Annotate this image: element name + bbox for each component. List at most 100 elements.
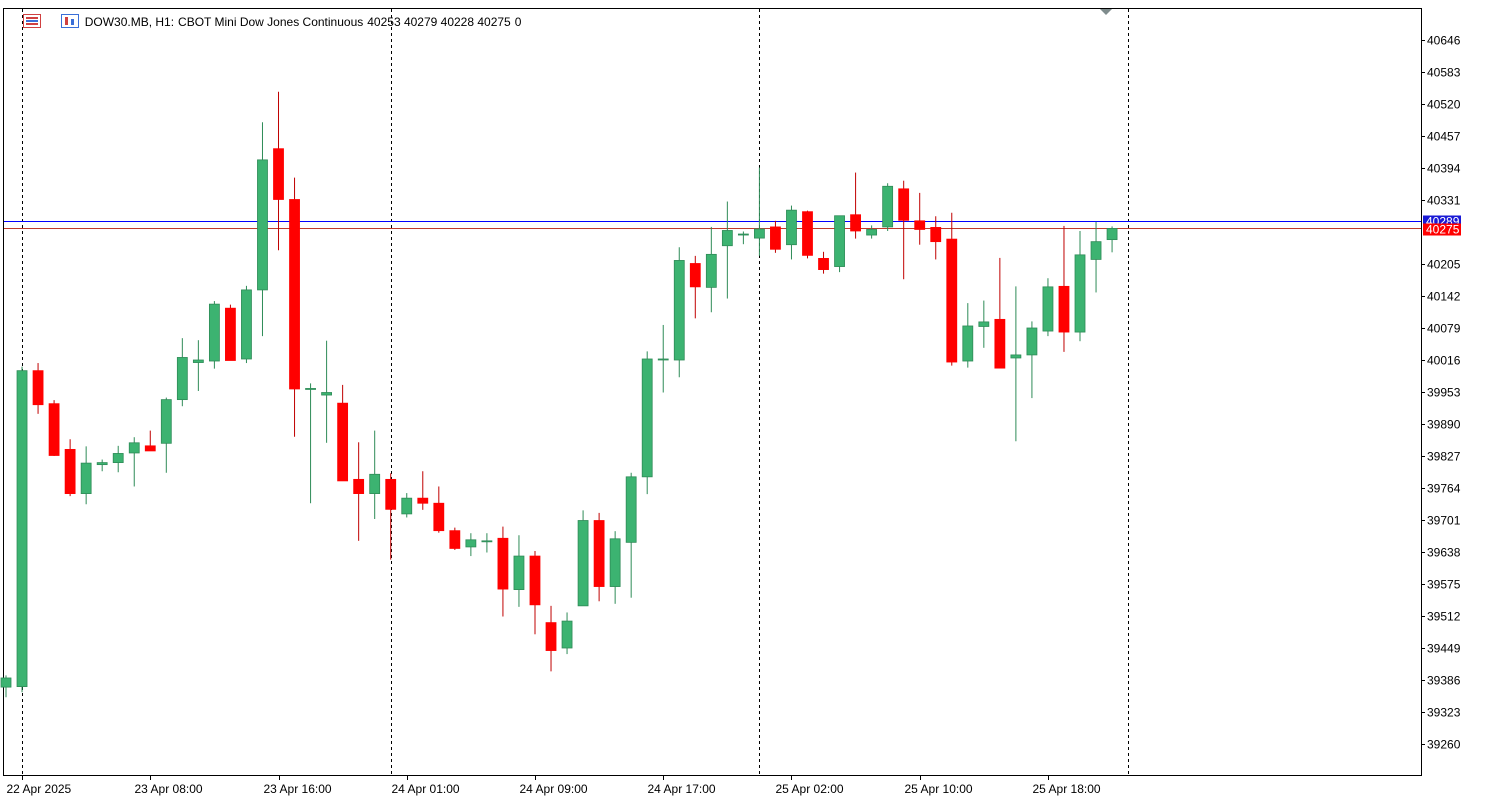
candle-body: [721, 230, 733, 247]
candle-body: [160, 399, 172, 444]
candle: [1026, 321, 1038, 399]
candle: [337, 384, 349, 482]
candle-body: [1106, 228, 1118, 241]
candle: [48, 400, 60, 456]
price-tick-label: 40205: [1427, 258, 1461, 272]
last-price-tag: [1423, 223, 1461, 236]
candle-body: [465, 539, 477, 548]
candle-body: [96, 462, 108, 466]
candle-body: [385, 478, 397, 510]
plot-area: [3, 8, 1422, 776]
candle-body: [834, 215, 845, 267]
candle: [289, 177, 300, 437]
candle-body: [128, 442, 140, 454]
chart-icon[interactable]: [47, 0, 79, 45]
price-tick-label: 40583: [1427, 66, 1461, 80]
price-tick-label: 39701: [1427, 514, 1461, 528]
price-tick-label: 39449: [1427, 642, 1461, 656]
candle-body: [144, 445, 156, 452]
candle: [433, 486, 445, 533]
candle: [545, 605, 557, 672]
candle-body: [16, 370, 28, 688]
price-axis: 40646 40583 40520 40457 40394 40331 40205 40142…: [1421, 34, 1461, 752]
candle: [401, 493, 413, 518]
candle-body: [609, 538, 621, 587]
time-tick-label: 25 Apr 02:00: [776, 782, 844, 796]
candle: [850, 172, 861, 239]
price-tick-label: 39386: [1427, 674, 1461, 688]
candle-body: [930, 227, 942, 243]
candle: [994, 257, 1006, 369]
candle: [1090, 221, 1102, 293]
candle-body: [1058, 285, 1070, 333]
candle: [273, 91, 284, 251]
candle: [96, 459, 108, 472]
candle-body: [48, 403, 60, 456]
candle-body: [850, 214, 861, 232]
candle: [64, 439, 76, 497]
candle-body: [273, 148, 284, 200]
candle: [705, 226, 717, 313]
candle: [818, 251, 829, 274]
candle: [882, 183, 894, 231]
candle: [80, 446, 92, 505]
candle-body: [481, 540, 493, 543]
candle: [786, 205, 797, 260]
candle: [593, 512, 605, 602]
time-tick-label: 23 Apr 16:00: [264, 782, 332, 796]
candle-body: [1074, 254, 1086, 333]
candle: [449, 527, 461, 550]
candle: [176, 338, 188, 407]
scroll-marker-icon[interactable]: [1100, 9, 1112, 15]
candle: [1058, 225, 1070, 352]
candle-body: [225, 307, 236, 361]
candle: [641, 351, 653, 495]
candle: [385, 473, 397, 560]
candle: [321, 340, 333, 443]
candle: [834, 215, 845, 273]
candle-body: [737, 233, 749, 236]
candle-body: [1026, 327, 1038, 356]
price-tick-label: 40646: [1427, 34, 1461, 48]
candle-body: [321, 392, 333, 396]
candle-body: [866, 229, 878, 236]
candle: [208, 301, 220, 369]
candle: [978, 300, 990, 348]
price-tick-label: 39827: [1427, 450, 1461, 464]
time-tick-label: 23 Apr 08:00: [135, 782, 203, 796]
candle: [754, 167, 765, 256]
candle-body: [1010, 354, 1022, 359]
candle: [513, 535, 525, 607]
candle: [866, 225, 878, 239]
candle: [225, 304, 236, 361]
price-tick-label: 39323: [1427, 706, 1461, 720]
list-icon[interactable]: [10, 0, 42, 45]
candle: [417, 471, 429, 510]
candle-body: [641, 358, 653, 478]
candle-body: [754, 228, 765, 239]
candle-body: [305, 388, 316, 390]
price-tick-label: 39890: [1427, 418, 1461, 432]
candle: [16, 366, 28, 693]
candle-body: [337, 402, 349, 482]
candle-body: [64, 448, 76, 494]
candle-body: [577, 520, 589, 607]
candle: [657, 324, 669, 393]
candles: [0, 91, 1118, 698]
candle-body: [401, 497, 413, 515]
candle-body: [818, 258, 829, 270]
candle: [192, 340, 204, 391]
last-price-label: 40275: [1426, 223, 1460, 237]
price-tick-label: 40016: [1427, 354, 1461, 368]
candle: [577, 510, 589, 607]
candle: [946, 212, 958, 366]
candle: [914, 192, 926, 245]
time-tick-label: 24 Apr 09:00: [520, 782, 588, 796]
price-tick-label: 40520: [1427, 98, 1461, 112]
candle: [241, 285, 252, 364]
candle-body: [80, 462, 92, 494]
price-tick-label: 40079: [1427, 322, 1461, 336]
candle-body: [657, 358, 669, 361]
candle-body: [176, 357, 188, 401]
